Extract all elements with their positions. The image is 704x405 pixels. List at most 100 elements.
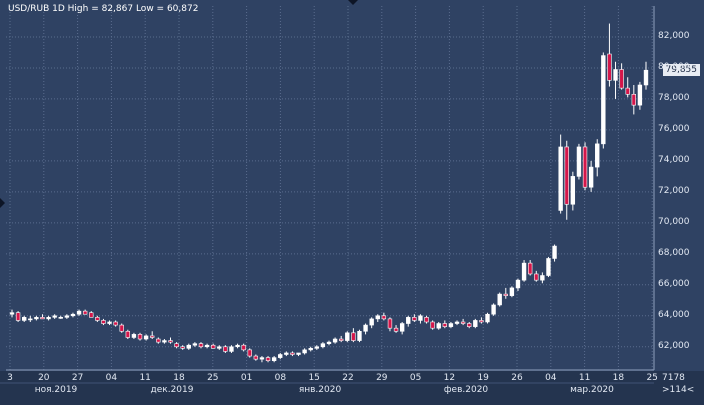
candle	[412, 314, 417, 322]
candle-body-up	[485, 313, 490, 323]
x-tick-label: 18	[612, 373, 625, 383]
candle-body-up	[332, 338, 338, 343]
candle-body-up	[546, 258, 551, 276]
candle-body-up	[454, 321, 460, 324]
candle	[497, 292, 502, 307]
candle-body-up	[284, 352, 289, 355]
candle-body-up	[217, 346, 222, 349]
candle	[582, 142, 588, 191]
candle-body-up	[473, 320, 478, 327]
candle-body-up	[613, 69, 618, 81]
candle	[588, 160, 594, 192]
y-tick-label: 70,000	[658, 216, 690, 227]
candle	[150, 331, 155, 340]
candle-body-down	[265, 357, 271, 362]
candle-body-up	[204, 344, 210, 348]
candle	[558, 134, 563, 214]
y-tick-label: 68,000	[658, 247, 690, 258]
candle	[217, 345, 222, 350]
candle	[503, 287, 508, 299]
candle	[399, 321, 405, 335]
candle-body-down	[198, 343, 204, 348]
candle-body-up	[58, 317, 63, 319]
candle-body-up	[192, 343, 198, 346]
candle-body-down	[223, 346, 228, 352]
candle	[345, 331, 350, 343]
candle	[393, 325, 399, 333]
candle-body-down	[89, 312, 94, 318]
candle-body-up	[357, 330, 362, 341]
candle-body-down	[40, 317, 45, 320]
candle	[186, 343, 191, 350]
left-scroll-handle-icon[interactable]	[0, 198, 5, 208]
candle-body-up	[131, 334, 137, 338]
x-tick-label: 18	[173, 373, 185, 383]
x-tick-label: 05	[409, 373, 422, 383]
candle-body-down	[619, 69, 624, 89]
candle	[326, 340, 332, 346]
candle-body-down	[82, 310, 88, 315]
y-tick-label: 76,000	[658, 123, 690, 134]
candle	[637, 81, 643, 110]
candle-body-down	[241, 344, 246, 351]
candle	[210, 343, 216, 349]
candle-body-up	[76, 310, 82, 315]
x-tick-label: 12	[443, 373, 456, 383]
x-tick-label: 29	[376, 373, 388, 383]
candle-body-down	[479, 320, 484, 323]
candle	[101, 318, 106, 326]
candle-body-up	[162, 340, 167, 343]
candle	[485, 312, 490, 324]
candle-body-down	[247, 349, 252, 357]
top-scroll-handle-icon[interactable]	[348, 0, 358, 5]
zoom-button[interactable]: >114<	[662, 385, 695, 395]
candle	[375, 314, 380, 322]
candle-body-up	[259, 357, 265, 360]
candle	[515, 278, 521, 292]
x-tick-label: 11	[139, 373, 151, 383]
y-tick-label: 72,000	[658, 185, 690, 196]
candle	[473, 318, 478, 329]
candle	[174, 342, 179, 349]
x-tick-label: 25	[646, 373, 658, 383]
candle-body-up	[418, 315, 423, 321]
candle	[76, 309, 82, 316]
candles	[9, 23, 649, 363]
candle-body-down	[351, 332, 356, 341]
candle	[278, 352, 283, 360]
month-label: дек.2019	[150, 385, 194, 395]
candle	[247, 348, 252, 358]
candle	[156, 337, 161, 344]
candle-body-up	[399, 323, 405, 332]
candle	[442, 320, 448, 329]
candle	[643, 61, 649, 90]
candle-body-up	[588, 166, 594, 188]
month-label: мар.2020	[570, 385, 614, 395]
candle	[546, 256, 551, 278]
candle-body-up	[326, 341, 332, 344]
candle	[223, 345, 228, 353]
candle-body-down	[631, 93, 636, 106]
candle	[198, 342, 204, 349]
candle	[241, 343, 246, 352]
candle-body-down	[156, 338, 161, 343]
candle-body-up	[521, 262, 527, 281]
candle-body-down	[381, 315, 387, 320]
candle-body-down	[534, 273, 539, 281]
candle	[564, 140, 569, 220]
candle	[22, 315, 27, 322]
candle	[363, 323, 368, 335]
candle	[631, 84, 636, 115]
month-label: янв.2020	[298, 385, 342, 395]
candle	[58, 315, 63, 319]
candle	[28, 315, 33, 322]
candle-body-up	[52, 315, 57, 318]
candle-body-down	[564, 146, 569, 205]
candle	[387, 317, 393, 332]
x-tick-label: 3	[7, 373, 13, 383]
candle-body-down	[253, 355, 259, 360]
candle	[168, 337, 173, 344]
candle	[552, 244, 557, 262]
